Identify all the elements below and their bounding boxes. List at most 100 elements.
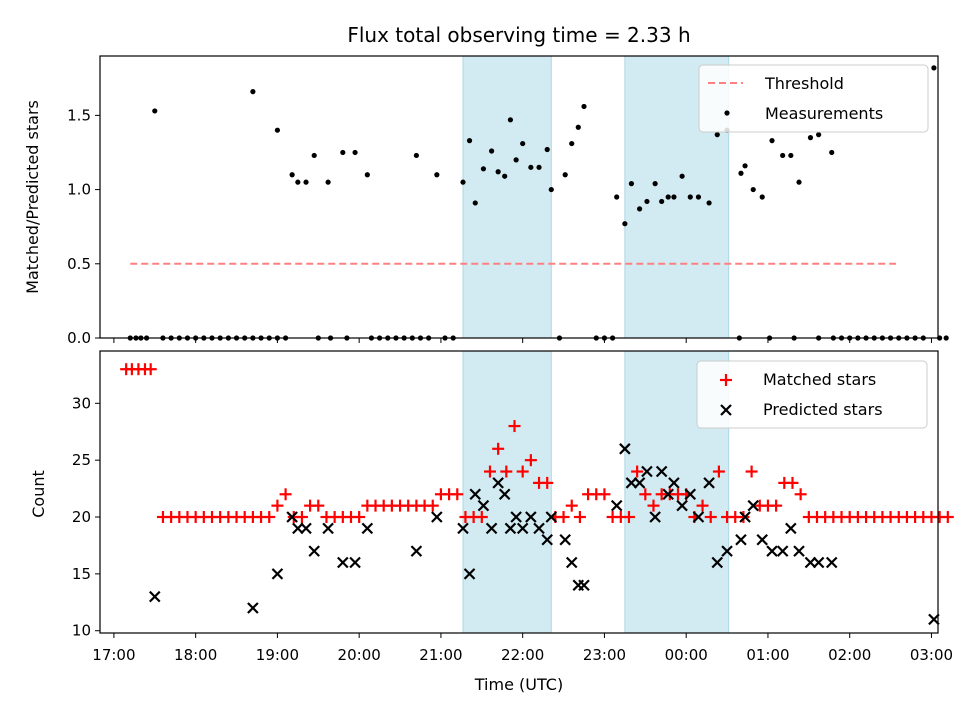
predicted-star-point xyxy=(739,511,751,523)
count-points xyxy=(120,363,954,626)
measurement-point xyxy=(274,127,281,133)
measurement-point xyxy=(548,186,554,193)
measurement-point xyxy=(706,200,712,206)
bottom-x-tick-label: 19:00 xyxy=(256,646,299,664)
predicted-star-point xyxy=(735,533,747,546)
measurement-point xyxy=(622,221,628,227)
predicted-star-point xyxy=(457,522,469,535)
measurement-point xyxy=(769,138,775,144)
measurement-point xyxy=(466,138,473,144)
measurement-point xyxy=(250,89,256,95)
predicted-star-point xyxy=(619,443,631,455)
predicted-star-point xyxy=(703,477,715,489)
x-axis-label: Time (UTC) xyxy=(474,675,563,694)
measurement-point xyxy=(536,164,542,170)
measurement-point xyxy=(807,135,814,141)
predicted-star-point xyxy=(286,511,298,523)
predicted-star-point xyxy=(684,488,697,501)
matched-star-point xyxy=(941,511,954,524)
measurement-point xyxy=(513,157,519,163)
measurement-point xyxy=(502,173,508,179)
measurement-point xyxy=(687,194,693,200)
matched-star-point xyxy=(631,465,644,478)
matched-star-point xyxy=(295,511,308,524)
predicted-star-point xyxy=(655,465,668,478)
measurement-point xyxy=(303,179,309,185)
matched-star-point xyxy=(312,499,325,512)
matched-legend-label: Matched stars xyxy=(763,370,876,389)
predicted-star-point xyxy=(477,499,490,512)
top-y-ticks: 0.0 0.5 1.0 1.5 xyxy=(67,106,100,347)
predicted-star-point xyxy=(485,522,498,535)
matched-star-point xyxy=(500,465,513,478)
bottom-x-tick-label: 01:00 xyxy=(746,646,789,664)
predicted-legend-swatch xyxy=(720,404,732,416)
matched-star-point xyxy=(557,511,570,524)
predicted-legend-label: Predicted stars xyxy=(763,400,883,419)
bottom-y-tick-label: 20 xyxy=(72,508,91,526)
measurement-point xyxy=(644,198,650,205)
top-legend-box xyxy=(698,64,929,133)
matched-star-point xyxy=(737,511,750,524)
measurements-legend-swatch xyxy=(724,110,730,116)
top-plot-frame xyxy=(99,55,939,339)
predicted-star-point xyxy=(662,488,674,501)
measurement-point xyxy=(652,181,658,187)
measurement-point xyxy=(636,206,643,212)
measurement-point xyxy=(614,194,620,200)
matched-star-point xyxy=(353,511,366,524)
measurement-point xyxy=(311,152,317,159)
measurement-point xyxy=(671,194,677,200)
predicted-star-point xyxy=(498,488,511,501)
matched-star-point xyxy=(483,465,496,478)
measurement-point xyxy=(796,179,802,185)
bottom-legend: Matched stars Predicted stars xyxy=(696,360,928,429)
predicted-star-point xyxy=(525,511,537,523)
threshold-legend-label: Threshold xyxy=(764,74,844,93)
predicted-star-point xyxy=(469,488,482,501)
bottom-y-axis-label: Count xyxy=(29,470,48,518)
measurement-point xyxy=(581,103,587,110)
measurement-point xyxy=(931,65,937,71)
measurement-point xyxy=(562,172,568,178)
measurement-point xyxy=(738,170,744,176)
measurement-point xyxy=(495,169,501,175)
predicted-star-point xyxy=(610,499,623,512)
matched-star-point xyxy=(524,454,537,467)
top-y-tick-label: 0.0 xyxy=(67,329,91,347)
predicted-star-point xyxy=(668,477,680,489)
measurement-point xyxy=(665,194,671,200)
measurement-point xyxy=(575,124,581,130)
bottom-x-tick-label: 22:00 xyxy=(501,646,544,664)
bottom-y-tick-label: 25 xyxy=(72,451,91,469)
measurement-point xyxy=(759,194,765,200)
bottom-x-tick-label: 23:00 xyxy=(583,646,626,664)
predicted-star-point xyxy=(504,522,517,535)
matched-star-point xyxy=(647,499,660,512)
bottom-x-tick-label: 02:00 xyxy=(828,646,871,664)
predicted-star-point xyxy=(463,568,476,580)
predicted-star-point xyxy=(516,522,529,535)
bottom-x-tick-label: 00:00 xyxy=(665,646,708,664)
predicted-star-point xyxy=(300,522,312,535)
matched-star-point xyxy=(144,363,157,376)
measurement-point xyxy=(659,198,665,205)
matched-star-point xyxy=(508,420,521,433)
measurement-point xyxy=(695,194,702,200)
bottom-y-tick-label: 15 xyxy=(72,565,91,583)
predicted-star-point xyxy=(641,465,653,478)
observing-window-band xyxy=(462,55,552,339)
predicted-star-point xyxy=(545,511,558,523)
predicted-star-point xyxy=(492,477,504,489)
bottom-legend-box xyxy=(696,360,928,429)
measurement-point xyxy=(520,140,526,147)
predicted-star-point xyxy=(766,545,778,557)
measurement-point xyxy=(788,152,794,159)
measurement-point xyxy=(750,186,756,193)
measurement-point xyxy=(569,140,575,147)
top-x-ticks xyxy=(113,338,932,343)
measurement-point xyxy=(152,108,158,114)
predicted-star-point xyxy=(533,522,545,535)
matched-star-point xyxy=(451,488,464,501)
